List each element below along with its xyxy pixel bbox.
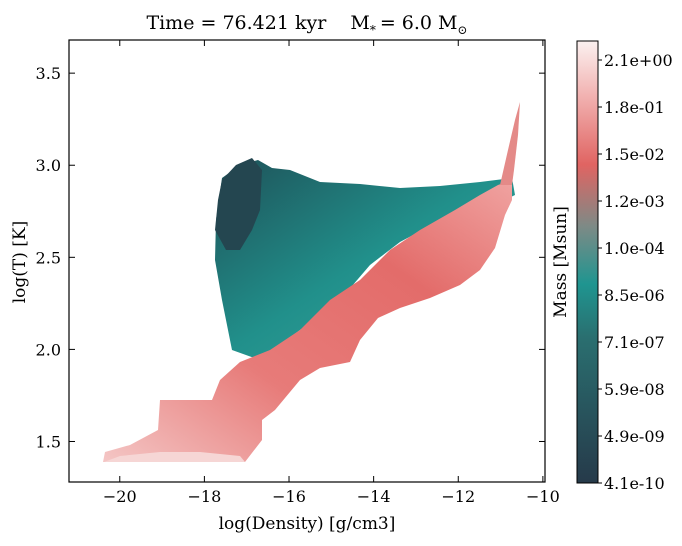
x-tick-label: −14 (357, 487, 391, 506)
colorbar-tick-label: 4.1e-10 (604, 474, 665, 493)
y-tick-label: 2.0 (36, 340, 61, 359)
heatmap-region-cold-tail (104, 452, 245, 462)
heatmap-region-dense-filament (103, 180, 512, 462)
x-tick-label: −12 (441, 487, 475, 506)
x-tick-label: −10 (526, 487, 560, 506)
colorbar-tick-label: 8.5e-06 (604, 286, 665, 305)
x-axis: −20 −18 −16 −14 −12 −10 (103, 40, 560, 506)
colorbar-tick-label: 7.1e-07 (604, 333, 665, 352)
colorbar-tick-label: 1.2e-03 (604, 192, 665, 211)
colorbar-tick-label: 1.5e-02 (604, 145, 665, 164)
y-axis: 1.5 2.0 2.5 3.0 3.5 (36, 64, 545, 451)
y-tick-label: 1.5 (36, 432, 61, 451)
heatmap-region-warm-gas (215, 160, 515, 360)
colorbar-ticks: 4.1e-10 4.9e-09 5.9e-08 7.1e-07 8.5e-06 1.0e-… (598, 51, 673, 493)
y-axis-label: log(T) [K] (10, 221, 30, 304)
plot-area (68, 39, 546, 483)
x-tick-label: −20 (103, 487, 137, 506)
x-axis-label: log(Density) [g/cm3] (219, 514, 396, 534)
y-tick-label: 3.0 (36, 156, 61, 175)
colorbar-tick-label: 1.0e-04 (604, 239, 665, 258)
x-tick-label: −18 (188, 487, 222, 506)
heatmap-region-upper-tail (500, 102, 520, 185)
chart-title: Time = 76.421 kyr M* = 6.0 M⊙ (146, 12, 467, 37)
colorbar-label: Mass [Msun] (551, 206, 571, 318)
heatmap-region-dark-cluster (215, 158, 262, 250)
colorbar-tick-label: 1.8e-01 (604, 98, 665, 117)
heatmap (103, 102, 520, 462)
colorbar (576, 40, 599, 484)
y-tick-label: 3.5 (36, 64, 61, 83)
colorbar-tick-label: 5.9e-08 (604, 380, 665, 399)
y-tick-label: 2.5 (36, 248, 61, 267)
colorbar-tick-label: 4.9e-09 (604, 427, 665, 446)
colorbar-tick-label: 2.1e+00 (604, 51, 673, 70)
x-tick-label: −16 (272, 487, 306, 506)
